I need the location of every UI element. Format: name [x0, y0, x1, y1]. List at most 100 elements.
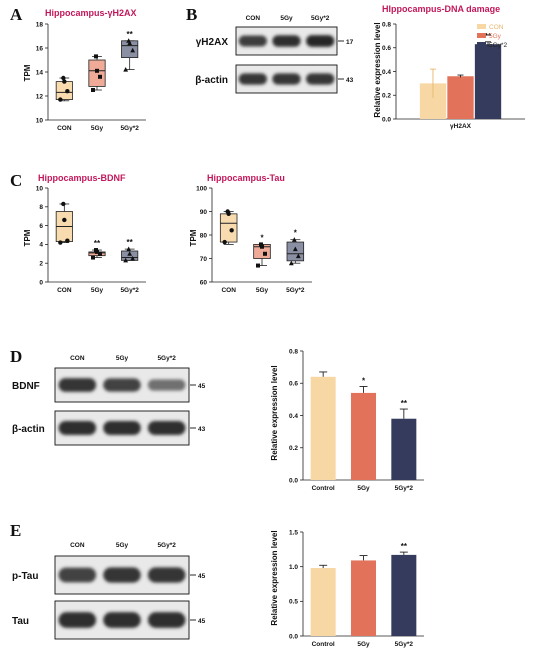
panel-letter-e: E	[10, 521, 21, 540]
blot-e-marker-label: 45	[198, 618, 206, 625]
chart-c1-ytick-label: 6	[39, 223, 43, 230]
chart-d-ytick-label: 0.4	[289, 413, 298, 420]
blot-b-marker-label: 43	[346, 77, 354, 84]
blot-e-band	[147, 567, 186, 583]
chart-b-legend-swatch	[477, 33, 486, 38]
chart-b-bar	[474, 44, 502, 119]
blot-d-protein-label: BDNF	[12, 381, 40, 392]
blot-b-band	[306, 35, 335, 47]
chart-c2-data-point	[263, 251, 267, 256]
western-blot-e: CON 5Gy 5Gy*2 p-Tau 45 Tau 45	[12, 542, 206, 640]
chart-c2-box	[219, 213, 238, 243]
ylabel-c1: TPM	[23, 229, 32, 246]
chart-c1-data-point	[130, 255, 136, 261]
chart-c2-box	[286, 241, 305, 262]
blot-e-band	[103, 612, 141, 628]
chart-c2-ytick-label: 70	[200, 256, 208, 263]
chart-a-data-point	[62, 79, 67, 84]
chart-c1-xtick-label: 5Gy*2	[120, 287, 139, 294]
box-chart-c2: 60 70 80 90 100 CON 5Gy 5Gy*2 * *	[196, 185, 312, 294]
chart-d-significance-mark: *	[362, 376, 366, 385]
chart-a-ytick-label: 18	[36, 21, 44, 28]
chart-c2-data-point	[292, 246, 298, 252]
chart-d-bar	[310, 376, 336, 480]
chart-title-c2: Hippocampus-Tau	[207, 173, 285, 183]
chart-a-box	[88, 59, 106, 87]
chart-a-box	[55, 81, 73, 100]
blot-d-band	[58, 378, 97, 392]
chart-c1-ytick-label: 2	[39, 261, 43, 268]
chart-c1-data-point	[127, 251, 133, 256]
blot-d-lane-label: 5Gy	[116, 355, 129, 362]
chart-c2-data-point	[260, 244, 264, 249]
ylabel-e: Relative expression level	[270, 530, 279, 625]
chart-a-data-point	[65, 89, 70, 94]
chart-c2-data-point	[291, 237, 297, 242]
box-chart-c1: 0 2 4 6 8 10 CON 5Gy 5Gy*2 ** **	[36, 185, 146, 294]
chart-c1-data-point	[94, 248, 98, 253]
chart-b-legend-label: 5Gy	[489, 33, 502, 40]
blot-d-band	[58, 421, 97, 435]
chart-e-xtick-label: 5Gy*2	[395, 641, 414, 648]
chart-a-xtick-label: 5Gy*2	[120, 125, 139, 132]
chart-c2-ytick-label: 90	[200, 209, 208, 216]
chart-a-xtick-label: 5Gy	[91, 125, 104, 132]
chart-d-bar	[350, 392, 377, 480]
blot-b-band	[238, 73, 267, 85]
chart-c2-data-point	[295, 253, 301, 259]
chart-a-ytick-label: 12	[36, 93, 44, 100]
chart-b-ytick-label: 0.2	[382, 93, 391, 100]
ylabel-c2: TPM	[189, 229, 198, 246]
blot-d-band	[147, 421, 186, 435]
panel-letter-a: A	[10, 5, 23, 24]
chart-e-bar	[391, 554, 417, 636]
chart-b-legend-swatch	[477, 42, 486, 47]
blot-b-band	[238, 35, 267, 47]
chart-a-data-point	[95, 68, 99, 73]
chart-c1-ytick-label: 8	[39, 204, 43, 211]
blot-e-protein-label: p-Tau	[12, 571, 38, 582]
chart-a-data-point	[130, 47, 136, 53]
chart-c2-data-point	[225, 209, 230, 214]
chart-e-bar	[310, 568, 336, 636]
blot-b-band	[306, 73, 335, 85]
blot-e-lane-label: 5Gy*2	[157, 542, 176, 549]
chart-a-data-point	[94, 54, 98, 59]
chart-c1-data-point	[62, 217, 67, 223]
chart-c1-data-point	[126, 246, 132, 252]
chart-a-data-point	[91, 88, 95, 92]
chart-a-data-point	[98, 74, 102, 79]
blot-d-marker-label: 45	[198, 383, 206, 390]
chart-d-significance-mark: **	[401, 399, 408, 408]
blot-b-band	[272, 73, 301, 85]
box-chart-a: 10 12 14 16 18 CON 5Gy 5Gy*2 **	[36, 21, 146, 132]
chart-c1-data-point	[98, 251, 102, 256]
chart-d-ytick-label: 0.0	[289, 477, 298, 484]
chart-c1-data-point	[58, 240, 63, 245]
chart-c1-ytick-label: 0	[39, 279, 43, 286]
chart-e-ytick-label: 0.0	[289, 633, 298, 640]
chart-title-c1: Hippocampus-BDNF	[38, 173, 126, 183]
chart-b-legend-label: 5Gy*2	[489, 42, 507, 49]
chart-d-xtick-label: Control	[312, 485, 335, 492]
blot-e-band	[147, 612, 186, 628]
chart-c1-data-point	[91, 255, 95, 260]
panel-letter-b: B	[186, 5, 197, 24]
chart-d-bar	[391, 418, 417, 480]
ylabel-a: TPM	[23, 64, 32, 81]
chart-c2-data-point	[259, 242, 263, 247]
chart-c2-significance-mark: *	[260, 233, 264, 242]
chart-c1-data-point	[61, 201, 66, 207]
chart-a-data-point	[127, 40, 133, 46]
chart-a-data-point	[123, 67, 129, 72]
bar-chart-e: 0.0 0.5 1.0 1.5 Control 5Gy 5Gy*2 **	[289, 529, 424, 648]
blot-d-lane-label: 5Gy*2	[157, 355, 176, 362]
chart-b-significance-mark: **	[485, 32, 492, 41]
chart-c1-ytick-label: 4	[39, 242, 43, 249]
chart-b-bar	[447, 76, 474, 119]
blot-d-band	[103, 421, 141, 435]
chart-a-data-point	[61, 75, 66, 81]
chart-a-significance-mark: **	[127, 30, 134, 39]
blot-e-protein-label: Tau	[12, 616, 29, 627]
